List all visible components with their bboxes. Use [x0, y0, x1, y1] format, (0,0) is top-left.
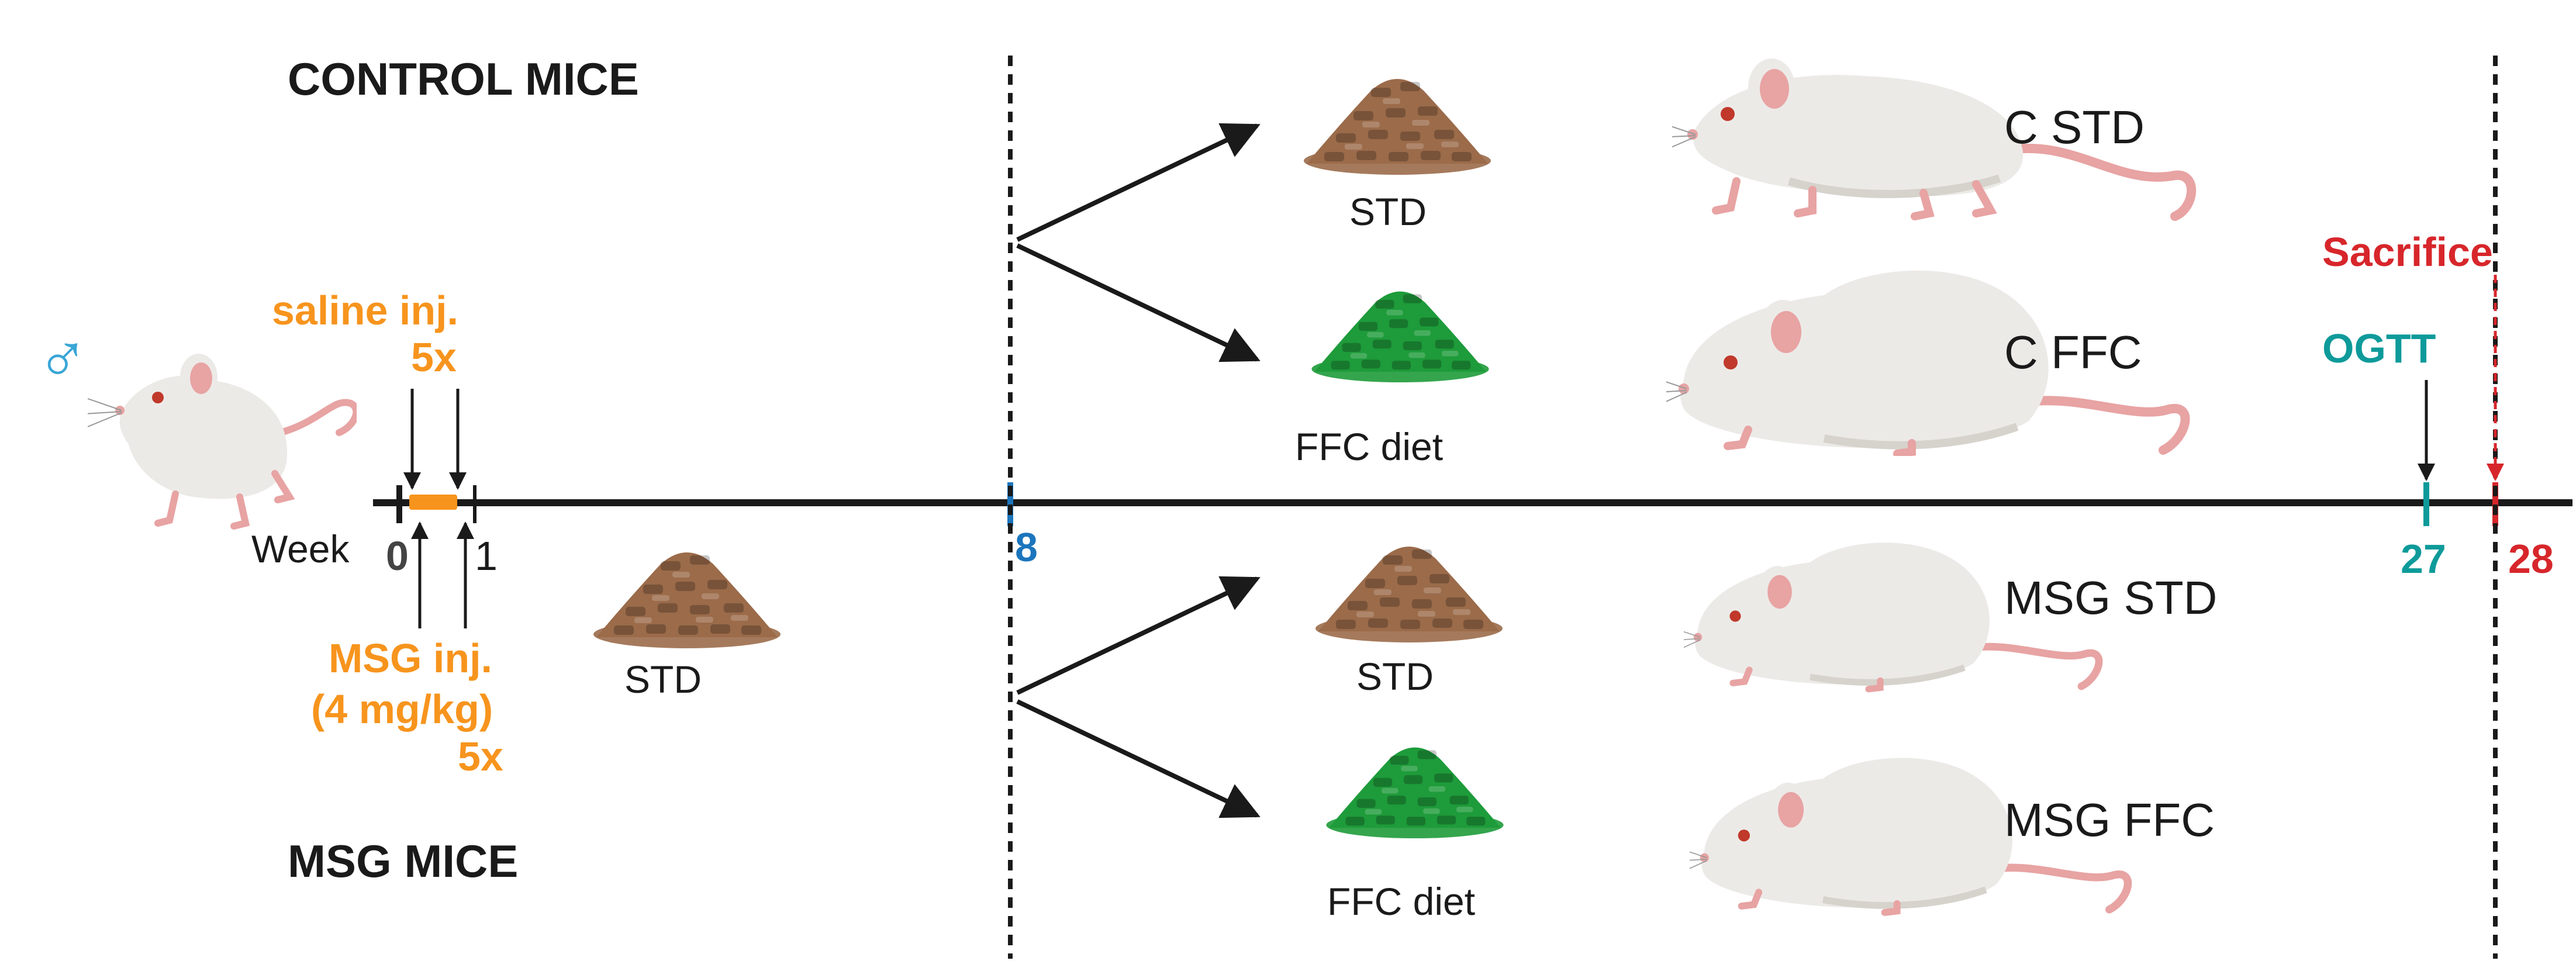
- msg-injection-count: 5x: [458, 734, 503, 779]
- ogtt-label: OGTT: [2322, 326, 2436, 371]
- branch-arrow-msg-ffc: [1016, 699, 1261, 818]
- initial-diet-label: STD: [624, 658, 702, 701]
- week-0-label: 0: [386, 533, 409, 579]
- std-pellet-pile-icon: [593, 552, 781, 648]
- control-ffc-label: FFC diet: [1295, 425, 1443, 468]
- control-std-label: STD: [1349, 190, 1427, 233]
- saline-injection-count: 5x: [411, 334, 457, 380]
- saline-injection-label: saline inj.: [272, 288, 458, 333]
- msg-injection-dose: (4 mg/kg): [311, 686, 493, 732]
- msg-ffc-label: FFC diet: [1327, 880, 1475, 923]
- msg-ffc-pellet-icon: [1326, 747, 1504, 839]
- c-ffc-group-label: C FFC: [2004, 326, 2142, 378]
- msg-ffc-group-label: MSG FFC: [2004, 794, 2215, 846]
- week-axis-label: Week: [251, 527, 350, 571]
- branch-arrow-control-ffc: [1016, 243, 1261, 362]
- injection-period-bar: [409, 495, 457, 510]
- starting-mouse-icon: [85, 354, 356, 526]
- sacrifice-label: Sacrifice: [2322, 229, 2493, 275]
- control-std-pellet-icon: [1304, 79, 1491, 175]
- branch-arrow-control-std: [1016, 123, 1261, 242]
- male-symbol-icon: ♂: [36, 317, 89, 395]
- msg-injection-label: MSG inj.: [329, 635, 492, 681]
- control-mice-heading: CONTROL MICE: [288, 53, 639, 105]
- msg-std-group-label: MSG STD: [2004, 572, 2217, 624]
- c-std-group-label: C STD: [2004, 101, 2145, 153]
- week-28-label: 28: [2508, 536, 2554, 582]
- week-1-label: 1: [475, 533, 498, 579]
- msg-std-label: STD: [1356, 655, 1434, 698]
- msg-mice-heading: MSG MICE: [288, 835, 518, 887]
- branch-arrow-msg-std: [1016, 576, 1261, 695]
- msg-std-pellet-icon: [1315, 547, 1503, 642]
- week-8-label: 8: [1015, 524, 1038, 570]
- control-ffc-pellet-icon: [1311, 291, 1489, 383]
- week-27-label: 27: [2401, 536, 2446, 582]
